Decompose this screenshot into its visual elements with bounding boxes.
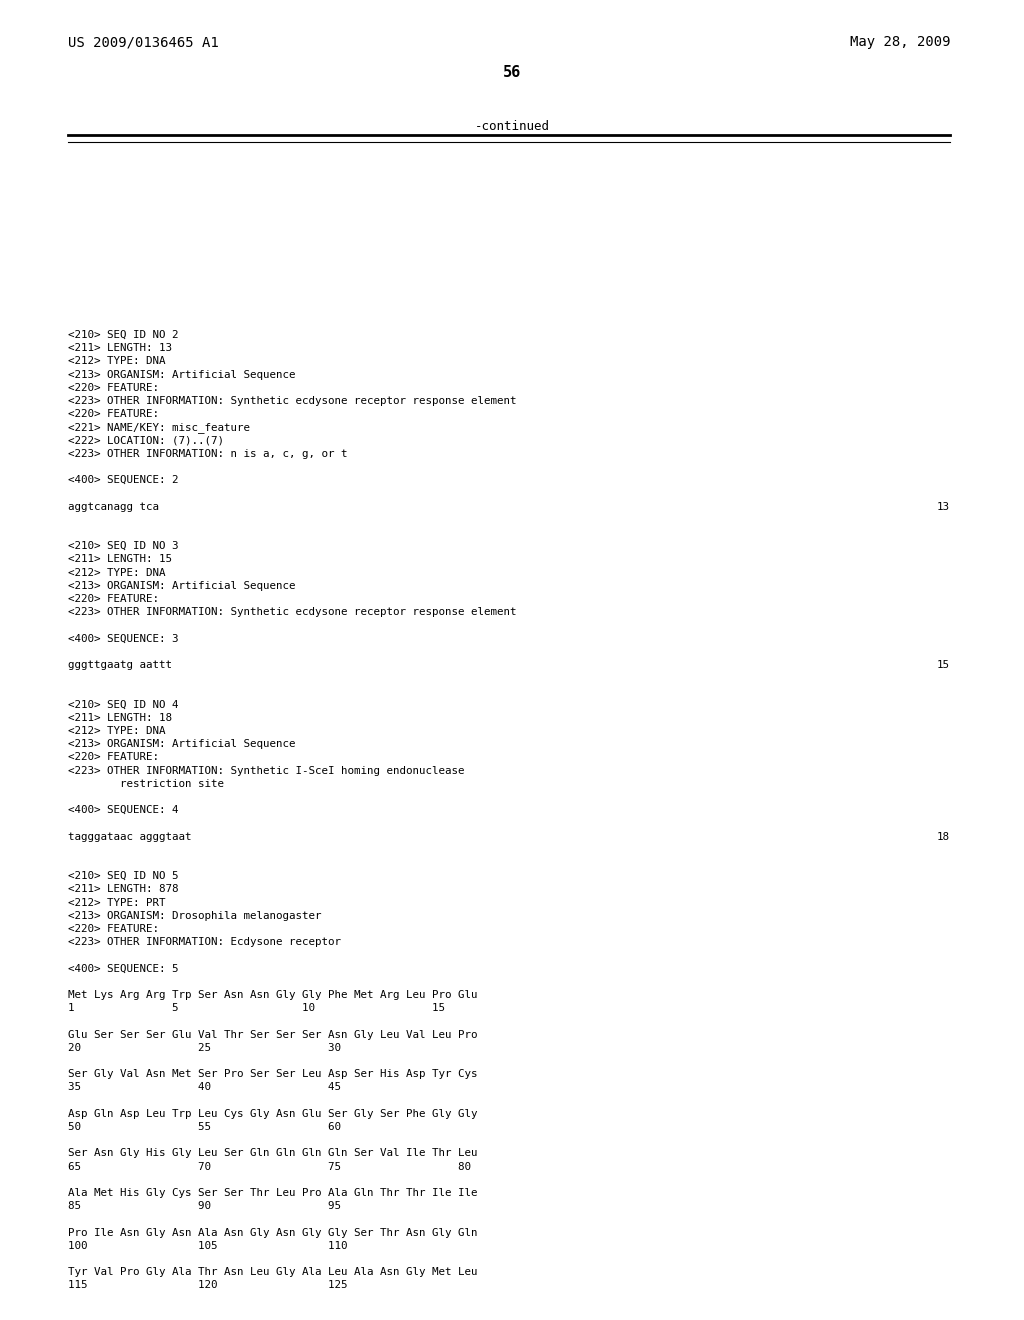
Text: <210> SEQ ID NO 5: <210> SEQ ID NO 5 — [68, 871, 178, 882]
Text: Ala Met His Gly Cys Ser Ser Thr Leu Pro Ala Gln Thr Thr Ile Ile: Ala Met His Gly Cys Ser Ser Thr Leu Pro … — [68, 1188, 477, 1199]
Text: <211> LENGTH: 15: <211> LENGTH: 15 — [68, 554, 172, 565]
Text: 56: 56 — [503, 65, 521, 81]
Text: US 2009/0136465 A1: US 2009/0136465 A1 — [68, 36, 219, 49]
Text: Tyr Val Pro Gly Ala Thr Asn Leu Gly Ala Leu Ala Asn Gly Met Leu: Tyr Val Pro Gly Ala Thr Asn Leu Gly Ala … — [68, 1267, 477, 1278]
Text: <222> LOCATION: (7)..(7): <222> LOCATION: (7)..(7) — [68, 436, 224, 446]
Text: <213> ORGANISM: Artificial Sequence: <213> ORGANISM: Artificial Sequence — [68, 581, 296, 591]
Text: 115                 120                 125: 115 120 125 — [68, 1280, 347, 1291]
Text: <212> TYPE: PRT: <212> TYPE: PRT — [68, 898, 166, 908]
Text: <220> FEATURE:: <220> FEATURE: — [68, 409, 159, 420]
Text: <220> FEATURE:: <220> FEATURE: — [68, 594, 159, 605]
Text: <220> FEATURE:: <220> FEATURE: — [68, 752, 159, 763]
Text: Ser Asn Gly His Gly Leu Ser Gln Gln Gln Gln Ser Val Ile Thr Leu: Ser Asn Gly His Gly Leu Ser Gln Gln Gln … — [68, 1148, 477, 1159]
Text: 1               5                   10                  15: 1 5 10 15 — [68, 1003, 445, 1014]
Text: 20                  25                  30: 20 25 30 — [68, 1043, 341, 1053]
Text: <213> ORGANISM: Artificial Sequence: <213> ORGANISM: Artificial Sequence — [68, 739, 296, 750]
Text: <212> TYPE: DNA: <212> TYPE: DNA — [68, 726, 166, 737]
Text: -continued: -continued — [474, 120, 550, 133]
Text: <210> SEQ ID NO 3: <210> SEQ ID NO 3 — [68, 541, 178, 552]
Text: Asp Gln Asp Leu Trp Leu Cys Gly Asn Glu Ser Gly Ser Phe Gly Gly: Asp Gln Asp Leu Trp Leu Cys Gly Asn Glu … — [68, 1109, 477, 1119]
Text: 65                  70                  75                  80: 65 70 75 80 — [68, 1162, 471, 1172]
Text: <223> OTHER INFORMATION: Ecdysone receptor: <223> OTHER INFORMATION: Ecdysone recept… — [68, 937, 341, 948]
Text: <400> SEQUENCE: 3: <400> SEQUENCE: 3 — [68, 634, 178, 644]
Text: 18: 18 — [937, 832, 950, 842]
Text: 35                  40                  45: 35 40 45 — [68, 1082, 341, 1093]
Text: 50                  55                  60: 50 55 60 — [68, 1122, 341, 1133]
Text: <400> SEQUENCE: 2: <400> SEQUENCE: 2 — [68, 475, 178, 486]
Text: Pro Ile Asn Gly Asn Ala Asn Gly Asn Gly Gly Ser Thr Asn Gly Gln: Pro Ile Asn Gly Asn Ala Asn Gly Asn Gly … — [68, 1228, 477, 1238]
Text: <220> FEATURE:: <220> FEATURE: — [68, 924, 159, 935]
Text: <211> LENGTH: 878: <211> LENGTH: 878 — [68, 884, 178, 895]
Text: <211> LENGTH: 18: <211> LENGTH: 18 — [68, 713, 172, 723]
Text: 100                 105                 110: 100 105 110 — [68, 1241, 347, 1251]
Text: restriction site: restriction site — [68, 779, 224, 789]
Text: <210> SEQ ID NO 2: <210> SEQ ID NO 2 — [68, 330, 178, 341]
Text: May 28, 2009: May 28, 2009 — [850, 36, 950, 49]
Text: <210> SEQ ID NO 4: <210> SEQ ID NO 4 — [68, 700, 178, 710]
Text: <213> ORGANISM: Drosophila melanogaster: <213> ORGANISM: Drosophila melanogaster — [68, 911, 322, 921]
Text: gggttgaatg aattt: gggttgaatg aattt — [68, 660, 172, 671]
Text: Met Lys Arg Arg Trp Ser Asn Asn Gly Gly Phe Met Arg Leu Pro Glu: Met Lys Arg Arg Trp Ser Asn Asn Gly Gly … — [68, 990, 477, 1001]
Text: <400> SEQUENCE: 5: <400> SEQUENCE: 5 — [68, 964, 178, 974]
Text: <400> SEQUENCE: 4: <400> SEQUENCE: 4 — [68, 805, 178, 816]
Text: Glu Ser Ser Ser Glu Val Thr Ser Ser Ser Asn Gly Leu Val Leu Pro: Glu Ser Ser Ser Glu Val Thr Ser Ser Ser … — [68, 1030, 477, 1040]
Text: <221> NAME/KEY: misc_feature: <221> NAME/KEY: misc_feature — [68, 422, 250, 433]
Text: aggtcanagg tca: aggtcanagg tca — [68, 502, 159, 512]
Text: <223> OTHER INFORMATION: Synthetic ecdysone receptor response element: <223> OTHER INFORMATION: Synthetic ecdys… — [68, 607, 516, 618]
Text: 13: 13 — [937, 502, 950, 512]
Text: <223> OTHER INFORMATION: n is a, c, g, or t: <223> OTHER INFORMATION: n is a, c, g, o… — [68, 449, 347, 459]
Text: <212> TYPE: DNA: <212> TYPE: DNA — [68, 568, 166, 578]
Text: <211> LENGTH: 13: <211> LENGTH: 13 — [68, 343, 172, 354]
Text: <223> OTHER INFORMATION: Synthetic ecdysone receptor response element: <223> OTHER INFORMATION: Synthetic ecdys… — [68, 396, 516, 407]
Text: tagggataac agggtaat: tagggataac agggtaat — [68, 832, 191, 842]
Text: 15: 15 — [937, 660, 950, 671]
Text: <220> FEATURE:: <220> FEATURE: — [68, 383, 159, 393]
Text: Ser Gly Val Asn Met Ser Pro Ser Ser Leu Asp Ser His Asp Tyr Cys: Ser Gly Val Asn Met Ser Pro Ser Ser Leu … — [68, 1069, 477, 1080]
Text: <223> OTHER INFORMATION: Synthetic I-SceI homing endonuclease: <223> OTHER INFORMATION: Synthetic I-Sce… — [68, 766, 465, 776]
Text: <212> TYPE: DNA: <212> TYPE: DNA — [68, 356, 166, 367]
Text: 85                  90                  95: 85 90 95 — [68, 1201, 341, 1212]
Text: <213> ORGANISM: Artificial Sequence: <213> ORGANISM: Artificial Sequence — [68, 370, 296, 380]
